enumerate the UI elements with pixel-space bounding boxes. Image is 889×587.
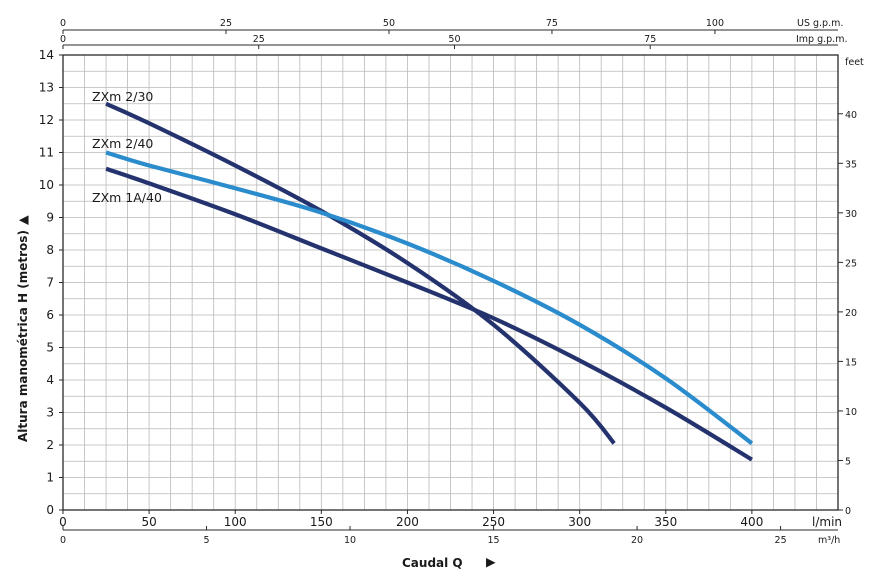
y-tick-label: 14	[39, 48, 54, 62]
m3h-tick-label: 15	[488, 535, 500, 546]
x-tick-label: 250	[482, 515, 505, 529]
usgpm-tick-label: 75	[546, 18, 558, 29]
y-tick-label: 4	[46, 373, 54, 387]
y-tick-label: 13	[39, 81, 54, 95]
feet-tick-label: 30	[845, 209, 857, 220]
x-tick-label: 350	[654, 515, 677, 529]
series-line-zxm-2-30	[105, 101, 616, 445]
usgpm-unit-label: US g.p.m.	[797, 18, 843, 29]
x-tick-label: 100	[224, 515, 247, 529]
feet-tick-label: 0	[845, 506, 851, 517]
y-tick-label: 9	[46, 211, 54, 225]
m3h-tick-label: 10	[344, 535, 356, 546]
feet-tick-label: 20	[845, 308, 857, 319]
y-tick-label: 12	[39, 113, 54, 127]
x-tick-label: 0	[59, 515, 67, 529]
series-line-zxm-1a-40	[105, 166, 753, 462]
feet-tick-label: 10	[845, 407, 857, 418]
y-axis-title: Altura manométrica H (metros)	[16, 230, 30, 442]
m3h-tick-label: 25	[775, 535, 787, 546]
x-tick-label: 400	[740, 515, 763, 529]
y-tick-label: 1	[46, 471, 54, 485]
y-axis-arrow-icon: ▲	[15, 215, 30, 225]
m3h-tick-label: 0	[60, 535, 66, 546]
series-label-zxm-2-40: ZXm 2/40	[92, 136, 153, 151]
impgpm-tick-label: 75	[644, 34, 656, 45]
series-label-zxm-1a-40: ZXm 1A/40	[92, 190, 162, 205]
axes	[59, 29, 843, 531]
x-tick-label: 150	[310, 515, 333, 529]
feet-tick-label: 15	[845, 357, 857, 368]
usgpm-tick-label: 100	[706, 18, 724, 29]
impgpm-tick-label: 50	[448, 34, 460, 45]
usgpm-tick-label: 0	[60, 18, 66, 29]
y-tick-label: 11	[39, 146, 54, 160]
y-tick-label: 5	[46, 341, 54, 355]
y-tick-label: 2	[46, 438, 54, 452]
impgpm-tick-label: 25	[253, 34, 265, 45]
x-axis-title: Caudal Q	[402, 556, 463, 570]
x-tick-label: 50	[141, 515, 156, 529]
series-line-zxm-2-40	[105, 150, 754, 446]
m3h-tick-label: 5	[203, 535, 209, 546]
x-unit-label: l/min	[812, 515, 842, 529]
impgpm-tick-label: 0	[60, 34, 66, 45]
y-tick-label: 10	[39, 178, 54, 192]
x-tick-label: 300	[568, 515, 591, 529]
feet-tick-label: 25	[845, 258, 857, 269]
series-label-zxm-2-30: ZXm 2/30	[92, 89, 153, 104]
y-tick-label: 6	[46, 308, 54, 322]
impgpm-unit-label: Imp g.p.m.	[796, 34, 847, 45]
feet-unit-label: feet	[845, 57, 864, 68]
y-tick-label: 0	[46, 503, 54, 517]
x-tick-label: 200	[396, 515, 419, 529]
m3h-tick-label: 20	[631, 535, 643, 546]
y-tick-label: 3	[46, 406, 54, 420]
x-axis-arrow-icon: ▶	[486, 554, 496, 569]
y-tick-label: 7	[46, 276, 54, 290]
feet-tick-label: 40	[845, 110, 857, 121]
m3h-unit-label: m³/h	[818, 535, 840, 546]
usgpm-tick-label: 25	[220, 18, 232, 29]
feet-tick-label: 35	[845, 159, 857, 170]
series-group	[105, 101, 754, 462]
y-tick-label: 8	[46, 243, 54, 257]
usgpm-tick-label: 50	[383, 18, 395, 29]
feet-tick-label: 5	[845, 456, 851, 467]
